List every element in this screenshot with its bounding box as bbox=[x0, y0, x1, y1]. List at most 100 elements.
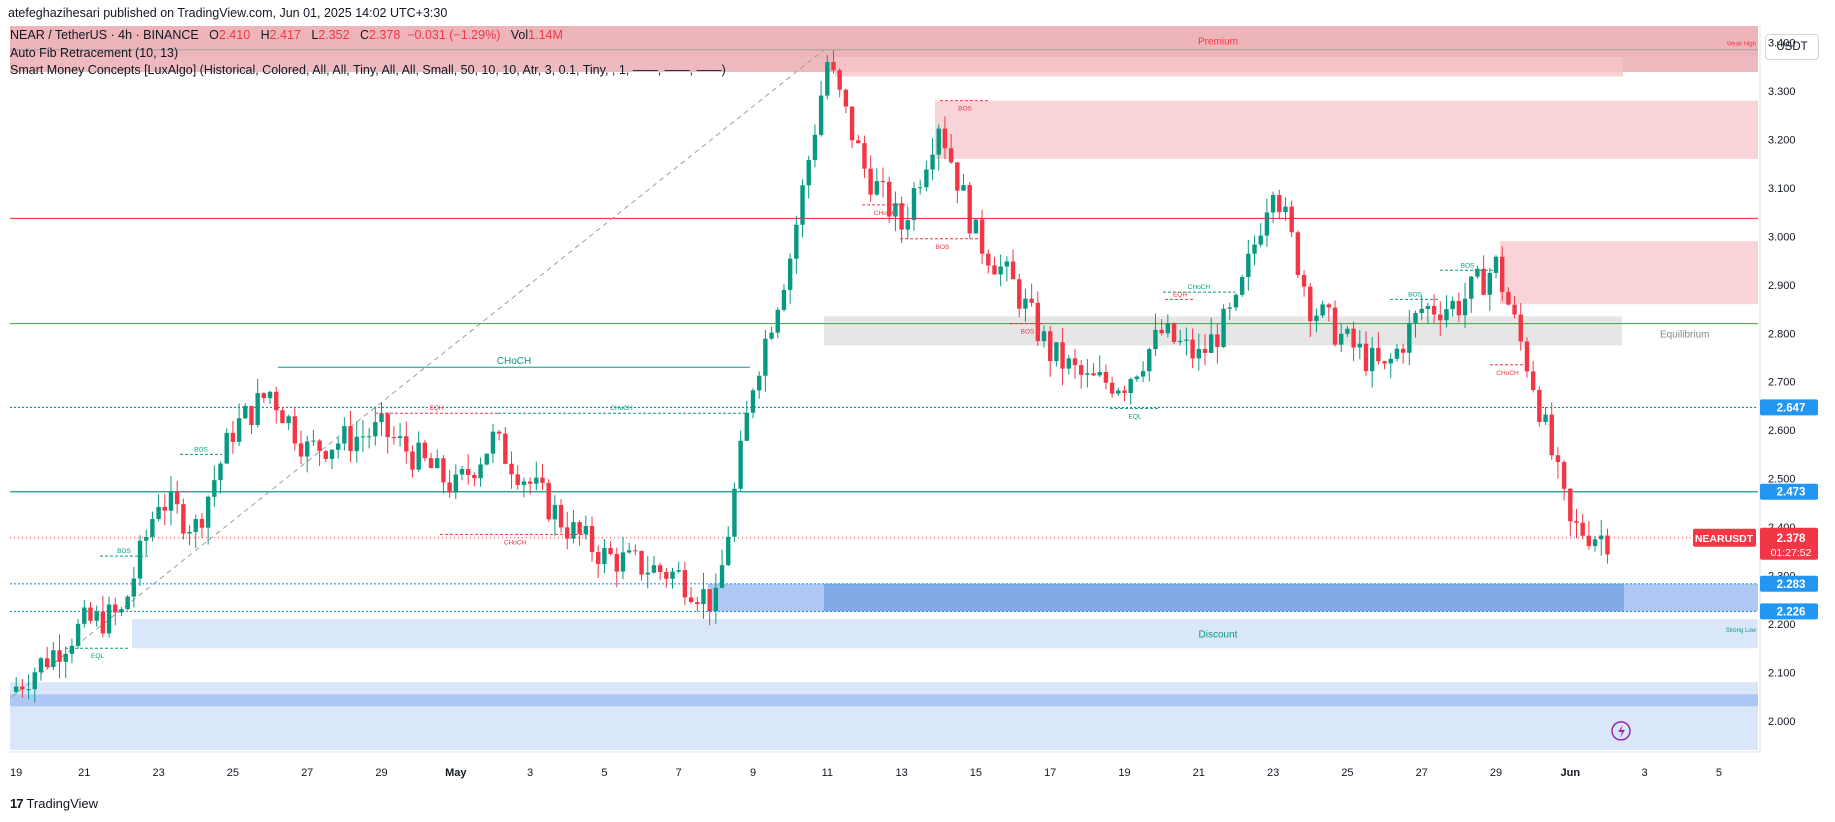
candle-body-202 bbox=[1264, 212, 1270, 236]
candle-body-243 bbox=[1518, 314, 1523, 342]
candle-body-139 bbox=[874, 181, 880, 195]
x-tick-13: 15 bbox=[970, 767, 982, 779]
candle-body-11 bbox=[82, 607, 87, 624]
candle-body-130 bbox=[818, 95, 824, 135]
choch-may12-label: CHoCH bbox=[874, 210, 897, 217]
candle-body-123 bbox=[775, 309, 780, 333]
low-label: L bbox=[311, 28, 319, 42]
candle-body-45 bbox=[292, 416, 298, 444]
eql-may19-label: EQL bbox=[1128, 413, 1141, 420]
candle-body-17 bbox=[119, 609, 124, 613]
candle-body-40 bbox=[261, 393, 267, 399]
candle-body-132 bbox=[831, 62, 836, 71]
equilibrium-label: Equilibrium bbox=[1660, 329, 1709, 340]
candle-body-167 bbox=[1048, 331, 1053, 362]
candle-body-138 bbox=[868, 168, 873, 195]
candle-body-67 bbox=[428, 458, 434, 469]
high-label: H bbox=[260, 28, 270, 42]
candle-body-121 bbox=[763, 338, 768, 376]
candle-body-195 bbox=[1221, 308, 1226, 347]
candle-body-186 bbox=[1165, 323, 1171, 334]
x-tick-3: 25 bbox=[227, 767, 239, 779]
indicator-smc[interactable]: Smart Money Concepts [LuxAlgo] (Historic… bbox=[10, 63, 726, 77]
candle-body-159 bbox=[998, 266, 1003, 275]
candle-body-126 bbox=[794, 224, 799, 259]
candle-body-114 bbox=[719, 565, 725, 588]
candle-body-128 bbox=[806, 160, 811, 186]
candle-body-29 bbox=[193, 519, 198, 532]
candle-body-169 bbox=[1060, 342, 1065, 369]
candle-body-203 bbox=[1270, 195, 1276, 213]
candle-body-191 bbox=[1196, 348, 1201, 359]
candle-body-220 bbox=[1376, 347, 1381, 362]
candle-body-250 bbox=[1561, 462, 1567, 489]
discount-label: Discount bbox=[1199, 630, 1238, 641]
candle-body-241 bbox=[1506, 291, 1511, 305]
candle-body-20 bbox=[137, 540, 143, 579]
candle-body-59 bbox=[379, 413, 384, 423]
candle-body-152 bbox=[955, 162, 960, 191]
candle-body-94 bbox=[596, 552, 601, 565]
choch-may-label: CHoCH bbox=[610, 405, 633, 412]
candle-body-204 bbox=[1277, 195, 1282, 213]
candle-body-81 bbox=[515, 474, 520, 485]
candle-body-239 bbox=[1493, 256, 1499, 273]
candle-body-111 bbox=[701, 589, 706, 605]
candle-body-148 bbox=[930, 154, 935, 170]
candle-body-110 bbox=[695, 602, 700, 605]
candle-body-225 bbox=[1407, 322, 1412, 353]
candle-body-9 bbox=[69, 645, 75, 654]
candle-body-135 bbox=[849, 106, 855, 141]
supply-zone-1 bbox=[835, 57, 1623, 77]
candle-body-69 bbox=[441, 458, 446, 483]
candles-layer bbox=[13, 50, 1610, 703]
level-tag-1: 2.473 bbox=[1760, 483, 1818, 500]
candle-body-196 bbox=[1227, 307, 1232, 309]
candle-body-248 bbox=[1549, 414, 1554, 456]
candle-body-65 bbox=[416, 442, 421, 470]
indicator-fib[interactable]: Auto Fib Retracement (10, 13) bbox=[10, 45, 179, 60]
candle-body-36 bbox=[236, 418, 242, 442]
change-value: −0.031 (−1.29%) bbox=[407, 28, 501, 42]
choch-apr29-label: CHoCH bbox=[504, 539, 527, 546]
candle-body-207 bbox=[1295, 232, 1301, 275]
symbol-label[interactable]: NEAR / TetherUS · 4h · BINANCE bbox=[10, 28, 199, 42]
candle-body-147 bbox=[924, 169, 929, 188]
candle-body-115 bbox=[726, 536, 731, 566]
candle-body-101 bbox=[639, 551, 644, 575]
candle-body-227 bbox=[1419, 308, 1424, 314]
discount-band bbox=[10, 694, 1758, 707]
candle-body-102 bbox=[645, 572, 650, 575]
candle-body-120 bbox=[756, 375, 762, 391]
candle-body-129 bbox=[812, 134, 818, 161]
currency-button[interactable]: USDT bbox=[1765, 34, 1819, 60]
candle-body-93 bbox=[589, 525, 595, 553]
candle-body-244 bbox=[1524, 341, 1530, 372]
candle-body-230 bbox=[1438, 314, 1443, 321]
candle-body-133 bbox=[837, 70, 842, 90]
candle-body-236 bbox=[1475, 268, 1480, 277]
candle-body-253 bbox=[1580, 522, 1585, 536]
candle-body-237 bbox=[1481, 268, 1486, 295]
brand-label: TradingView bbox=[26, 796, 99, 811]
candle-body-146 bbox=[917, 187, 923, 189]
strong-low-label: Strong Low bbox=[1726, 628, 1757, 634]
level-tag-0: 2.647 bbox=[1760, 399, 1818, 416]
levels-layer bbox=[10, 49, 1758, 698]
candle-body-212 bbox=[1326, 304, 1332, 308]
candle-body-84 bbox=[534, 477, 539, 484]
candle-body-6 bbox=[51, 650, 56, 667]
candle-body-249 bbox=[1555, 455, 1561, 463]
x-tick-8: 5 bbox=[601, 767, 607, 779]
bos-apr24-label: BOS bbox=[194, 446, 208, 453]
candle-body-31 bbox=[205, 496, 211, 528]
candle-body-231 bbox=[1444, 309, 1449, 321]
current-price-value: 2.378 bbox=[1777, 533, 1806, 545]
discount-zone-lower bbox=[10, 682, 1758, 750]
candle-body-181 bbox=[1134, 376, 1140, 380]
candle-body-91 bbox=[577, 522, 582, 534]
candle-body-32 bbox=[212, 480, 217, 497]
candle-body-184 bbox=[1153, 329, 1158, 350]
candle-body-47 bbox=[305, 441, 310, 457]
